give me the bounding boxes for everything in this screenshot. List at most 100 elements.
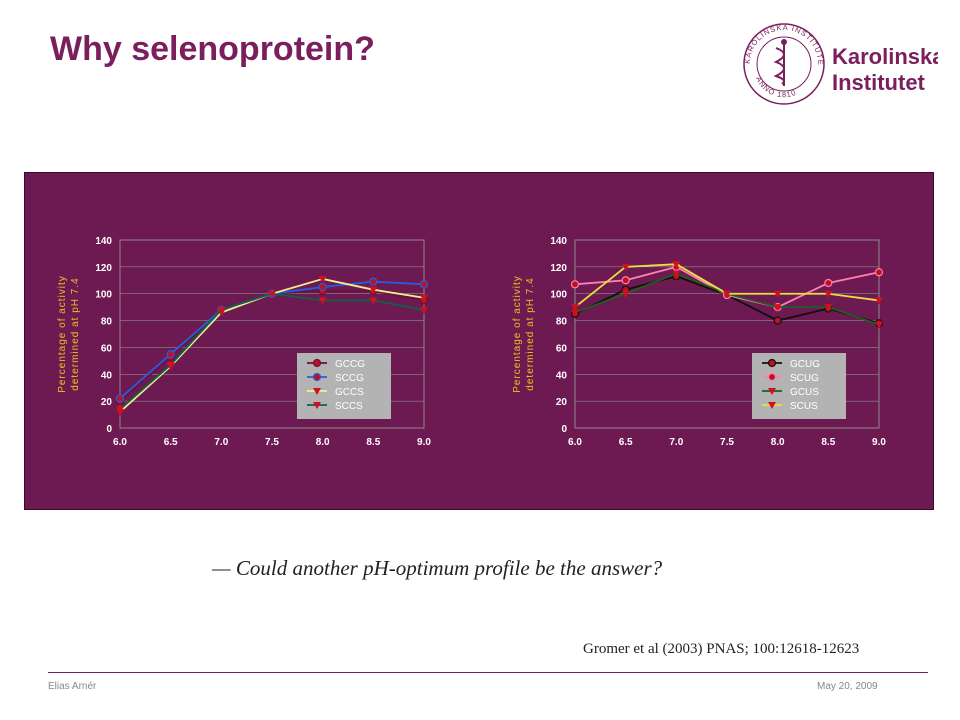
left-chart-y-tick-label: 20 — [101, 397, 113, 408]
right-chart-data-point — [875, 321, 883, 329]
left-chart-legend-marker — [313, 388, 321, 395]
right-chart-data-point — [874, 268, 884, 277]
footer-date: May 20, 2009 — [817, 681, 878, 692]
right-chart-legend-box — [752, 353, 846, 419]
right-chart-x-tick-label: 6.0 — [568, 437, 582, 448]
left-chart-x-tick-label: 8.5 — [366, 437, 380, 448]
right-chart-y-tick-label: 120 — [550, 263, 567, 274]
left-chart-data-point — [318, 297, 327, 305]
right-chart-y-tick-label: 60 — [556, 343, 568, 354]
left-chart-data-point — [166, 350, 175, 359]
left-chart-x-tick-label: 6.5 — [164, 437, 178, 448]
right-chart-x-tick-label: 8.5 — [821, 437, 835, 448]
right-chart-y-axis-label: Percentage of activity determined at pH 7… — [512, 275, 536, 393]
left-chart-legend-marker — [313, 402, 321, 409]
right-chart-data-point — [824, 278, 833, 288]
right-chart-legend-label: SCUG — [790, 373, 819, 384]
right-chart-data-point — [773, 290, 782, 298]
left-chart-data-point — [369, 277, 378, 286]
footer-divider — [48, 672, 928, 673]
ph-profile-chart-left: 0 20 40 60 80 100 120 140 6.0 6.5 7.0 7.5 8.0 8.5 9.0 P… — [57, 236, 431, 448]
right-chart-series-line-scus — [574, 263, 880, 308]
karolinska-logo: KAROLINSKA INSTITUTET ANNO 1810 Karolins… — [738, 18, 938, 105]
right-chart-legend-label: SCUS — [790, 401, 818, 412]
right-chart-plot-frame — [574, 239, 880, 429]
right-chart-series-line-gcug — [574, 275, 880, 325]
right-chart-y-tick-label: 20 — [556, 397, 568, 408]
right-chart-legend: GCUG SCUG GCUS SCUS — [752, 353, 846, 419]
right-chart-y-tick-label: 0 — [561, 424, 567, 435]
left-chart-legend-label: SCCG — [335, 373, 364, 384]
right-chart-legend-marker — [768, 402, 776, 409]
right-chart-data-point — [672, 270, 681, 278]
slide-title: Why selenoprotein? — [50, 30, 375, 68]
right-chart-data-point — [571, 304, 579, 312]
seal-icon: KAROLINSKA INSTITUTET ANNO 1810 — [738, 18, 825, 105]
right-chart-x-tick-label: 9.0 — [872, 437, 886, 448]
right-chart-data-point — [672, 261, 681, 269]
figure-panel: 0 20 40 60 80 100 120 140 6.0 6.5 7.0 7.5 8.0 8.5 9.0 P… — [24, 172, 934, 510]
right-chart-data-point — [621, 263, 630, 271]
left-chart-y-axis-label: Percentage of activity determined at pH 7… — [57, 275, 81, 393]
left-chart-data-point — [217, 306, 226, 314]
left-chart-legend-marker — [312, 358, 322, 368]
logo-word-institutet: Institutet — [832, 70, 926, 95]
right-chart-legend-label: GCUS — [790, 387, 819, 398]
left-chart-x-tick-label: 6.0 — [113, 437, 127, 448]
left-chart-y-tick-label: 60 — [101, 343, 113, 354]
right-chart-data-point — [570, 280, 580, 289]
logo-word-karolinska: Karolinska — [832, 44, 938, 69]
left-chart-data-point — [419, 280, 429, 289]
left-chart-data-point — [420, 294, 428, 302]
left-chart-x-tick-label: 7.5 — [265, 437, 279, 448]
right-chart-y-tick-label: 80 — [556, 317, 568, 328]
question-text: — Could another pH-optimum profile be th… — [212, 556, 663, 580]
left-chart-data-point — [268, 290, 276, 298]
left-chart-legend-label: SCCS — [335, 401, 363, 412]
right-chart-data-point — [723, 290, 731, 298]
left-chart-legend-label: GCCG — [335, 359, 365, 370]
left-chart-y-tick-label: 140 — [95, 236, 112, 247]
citation-text: Gromer et al (2003) PNAS; 100:12618-1262… — [583, 641, 860, 657]
right-chart-data-point — [621, 290, 630, 298]
right-chart-legend-label: GCUG — [790, 359, 820, 370]
right-chart-data-point — [875, 297, 883, 305]
right-chart-x-tick-label: 8.0 — [771, 437, 785, 448]
right-chart-y-tick-label: 140 — [550, 236, 567, 247]
left-chart-plot-frame — [119, 239, 425, 429]
left-chart-data-point — [115, 394, 125, 403]
left-chart-x-tick-label: 7.0 — [214, 437, 228, 448]
right-chart-data-point — [571, 309, 579, 317]
left-chart-data-point — [116, 406, 124, 414]
right-chart-y-tick-label: 40 — [556, 370, 568, 381]
left-chart-data-point — [369, 297, 378, 305]
right-chart-data-point — [773, 316, 782, 325]
right-chart-legend-marker — [767, 358, 777, 368]
left-chart-y-tick-label: 100 — [95, 290, 112, 301]
left-chart-y-tick-label: 80 — [101, 317, 113, 328]
right-chart-x-tick-label: 6.5 — [619, 437, 633, 448]
left-chart-data-point — [318, 282, 327, 292]
right-chart-series-line-scug — [574, 265, 880, 309]
left-chart-legend-label: GCCS — [335, 387, 364, 398]
right-chart-data-point — [824, 304, 833, 312]
right-chart-legend-marker — [768, 388, 776, 395]
left-chart-y-tick-label: 40 — [101, 370, 113, 381]
footer-author: Elias Arnér — [48, 681, 97, 692]
left-chart-data-point — [318, 275, 327, 283]
right-chart-data-point — [621, 276, 630, 285]
left-chart-legend: GCCG SCCG GCCS SCCS — [297, 353, 391, 419]
left-chart-legend-box — [297, 353, 391, 419]
right-chart-y-tick-label: 100 — [550, 290, 567, 301]
right-chart-data-point — [773, 304, 782, 312]
left-chart-y-tick-label: 0 — [106, 424, 112, 435]
right-chart-x-tick-label: 7.0 — [669, 437, 683, 448]
left-chart-legend-marker — [312, 372, 322, 382]
right-chart-data-point — [824, 290, 833, 298]
left-chart-data-point — [166, 361, 175, 369]
left-chart-y-tick-label: 120 — [95, 263, 112, 274]
ph-profile-chart-right: 0 20 40 60 80 100 120 140 6.0 6.5 7.0 7.5 8.0 8.5 9.0 P… — [512, 236, 886, 448]
left-chart-data-point — [420, 306, 428, 314]
left-chart-data-point — [369, 286, 378, 294]
right-chart-x-tick-label: 7.5 — [720, 437, 734, 448]
